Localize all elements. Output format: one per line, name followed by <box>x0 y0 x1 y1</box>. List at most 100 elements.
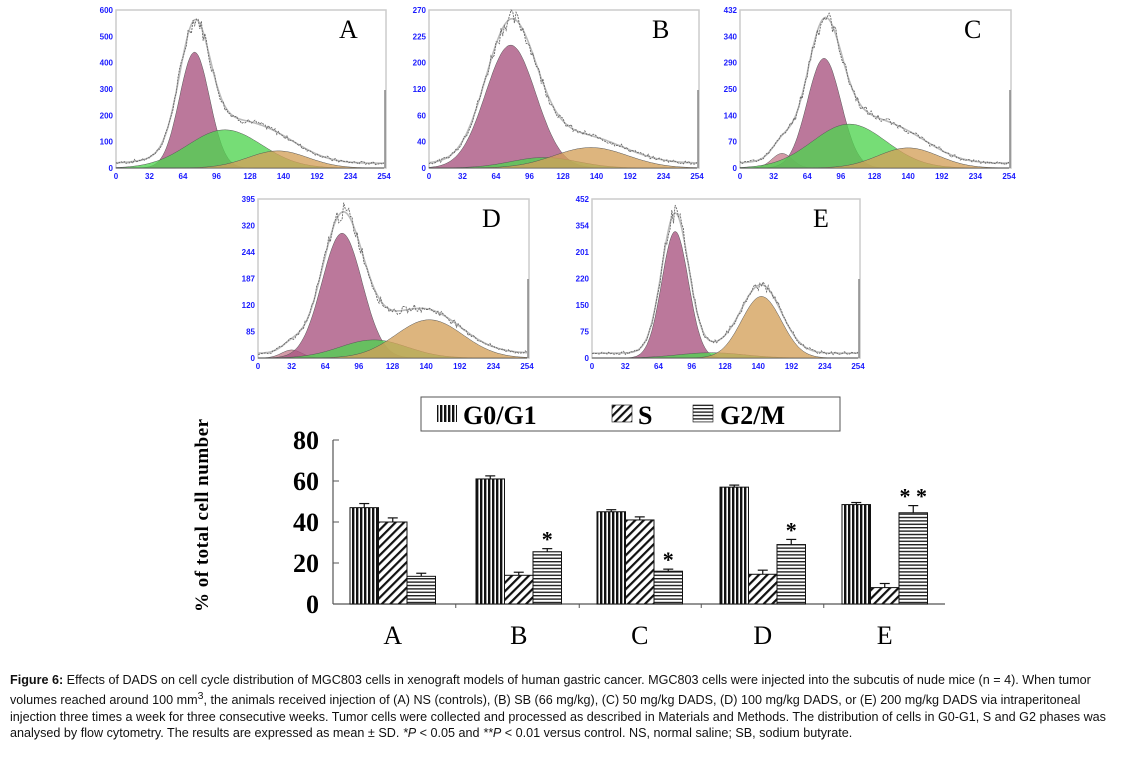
histogram-panel-b: 0 32 64 96 128 140 192 234 254 0 40 60 120 200 225 270 B <box>413 6 705 181</box>
y-tick-label: 500 <box>100 32 114 41</box>
panel-label: E <box>813 204 829 233</box>
y-tick-label: 452 <box>576 195 590 204</box>
x-tick-label: 192 <box>310 172 324 181</box>
component-g2-m <box>592 296 858 359</box>
bar-g2-m <box>898 512 928 605</box>
significance-marker: * <box>786 517 797 542</box>
y-tick-label: 432 <box>724 6 738 15</box>
x-tick-label: 192 <box>785 362 799 371</box>
y-tick-label: 150 <box>576 301 590 310</box>
x-tick-label: 140 <box>901 172 915 181</box>
y-tick-label: 0 <box>251 354 256 363</box>
flow-cytometry-histograms: 0 32 64 96 128 140 192 234 254010020030040050060… <box>100 6 1017 371</box>
histogram-raw-line <box>257 202 528 355</box>
histogram-panel-c: 0 32 64 96 128 140 192 234 254 0 70 140 250 290 340 432… <box>724 6 1017 181</box>
component-g2-m <box>740 147 1010 169</box>
x-tick-label: 64 <box>803 172 812 181</box>
y-axis-label: % of total cell number <box>192 418 213 612</box>
histogram-raw-line <box>115 18 385 166</box>
y-tick-label: 244 <box>242 248 256 257</box>
histogram-raw-line <box>591 204 859 356</box>
plot-frame <box>591 198 861 359</box>
y-tick-label: 0 <box>733 164 738 173</box>
category-label: B <box>510 621 527 650</box>
bar-g0-g1 <box>719 486 749 605</box>
x-tick-label: 234 <box>344 172 358 181</box>
bar-group-c: *C <box>596 509 683 650</box>
bar-g2-m <box>776 544 806 605</box>
histogram-panel-a: 0 32 64 96 128 140 192 234 254 0 100 200 300 400 500 60… <box>100 6 392 181</box>
cell-cycle-bar-chart: % of total cell number G0/G1 S G2/M 0 20 4… <box>192 396 945 650</box>
histogram-fit-line <box>592 211 858 354</box>
x-tick-label: 140 <box>752 362 766 371</box>
y-tick-label: 290 <box>724 59 738 68</box>
bar-s <box>625 519 655 605</box>
plot-frame <box>257 198 530 359</box>
x-tick-label: 254 <box>690 172 704 181</box>
component-g2-m <box>116 150 384 169</box>
x-tick-label: 234 <box>818 362 832 371</box>
legend-swatch-g0g1 <box>437 405 457 422</box>
x-tick-label: 128 <box>556 172 570 181</box>
category-label: D <box>753 621 772 650</box>
bar-group-b: *B <box>475 475 562 650</box>
x-tick-label: 192 <box>453 362 467 371</box>
x-tick-label: 0 <box>256 362 261 371</box>
x-tick-label: 234 <box>969 172 983 181</box>
x-tick-label: 96 <box>354 362 363 371</box>
y-tick-label: 0 <box>306 590 319 619</box>
y-tick-label: 120 <box>242 301 256 310</box>
caption-p-value: **P <box>483 726 502 741</box>
y-tick-label: 60 <box>293 467 319 496</box>
y-tick-label: 395 <box>242 195 256 204</box>
x-tick-label: 96 <box>212 172 221 181</box>
x-tick-label: 140 <box>419 362 433 371</box>
panel-label: B <box>652 15 669 44</box>
caption-text: < 0.05 and <box>416 726 484 741</box>
x-tick-label: 64 <box>654 362 663 371</box>
bar-group-e: * * E <box>841 484 928 650</box>
legend-label-s: S <box>638 401 652 430</box>
bar-s <box>504 574 534 605</box>
caption-text: < 0.01 versus control. NS, normal saline… <box>501 726 853 741</box>
y-tick-label: 340 <box>724 32 738 41</box>
y-tick-label: 250 <box>724 85 738 94</box>
caption-label: Figure 6: <box>10 673 64 687</box>
x-tick-label: 32 <box>458 172 467 181</box>
legend-swatch-g2m <box>692 404 714 423</box>
y-tick-label: 80 <box>293 426 319 455</box>
histogram-panel-d: 0 32 64 96 128 140 192 234 254 0 85 120 187 244 320 395… <box>242 195 535 371</box>
y-tick-label: 0 <box>585 354 590 363</box>
bar-g0-g1 <box>349 507 379 605</box>
x-tick-label: 254 <box>377 172 391 181</box>
y-tick-label: 200 <box>413 59 427 68</box>
y-tick-label: 120 <box>413 85 427 94</box>
y-tick-label: 140 <box>724 111 738 120</box>
component-g2-m <box>429 147 698 169</box>
y-tick-label: 0 <box>422 164 427 173</box>
y-tick-label: 85 <box>246 328 255 337</box>
bar-g0-g1 <box>475 478 505 605</box>
category-label: C <box>631 621 648 650</box>
panel-label: C <box>964 15 981 44</box>
x-tick-label: 234 <box>487 362 501 371</box>
y-tick-label: 300 <box>100 85 114 94</box>
y-tick-label: 40 <box>293 508 319 537</box>
legend: G0/G1 S G2/M <box>420 396 841 432</box>
x-tick-label: 0 <box>114 172 119 181</box>
x-tick-label: 64 <box>321 362 330 371</box>
y-tick-label: 20 <box>293 549 319 578</box>
x-tick-label: 0 <box>590 362 595 371</box>
x-tick-label: 192 <box>935 172 949 181</box>
caption-text: , the animals received injection of (A) … <box>10 693 1106 741</box>
x-tick-label: 96 <box>525 172 534 181</box>
x-tick-label: 64 <box>492 172 501 181</box>
x-tick-label: 32 <box>145 172 154 181</box>
x-tick-label: 140 <box>277 172 291 181</box>
x-tick-label: 140 <box>590 172 604 181</box>
y-tick-label: 200 <box>100 111 114 120</box>
x-tick-label: 96 <box>836 172 845 181</box>
histogram-raw-line <box>428 9 698 165</box>
y-tick-label: 100 <box>100 138 114 147</box>
panel-label: A <box>339 15 358 44</box>
